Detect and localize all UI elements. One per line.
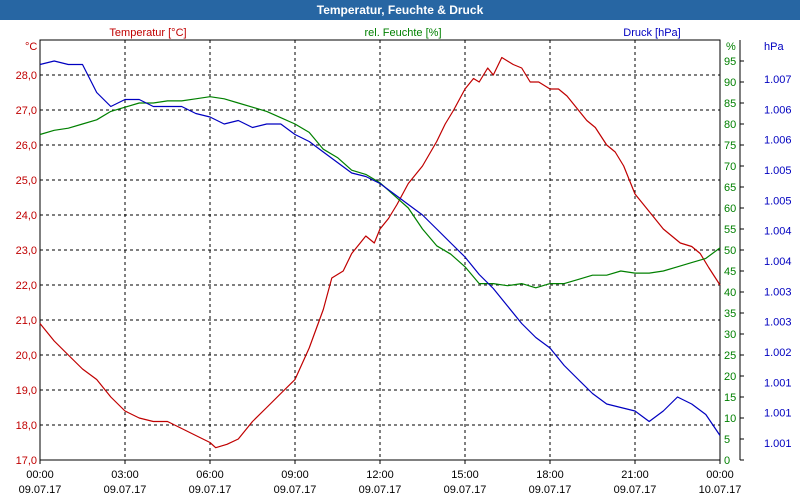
x-tick-time: 12:00 xyxy=(366,469,394,481)
pressure-tick-label: 1.001 xyxy=(764,377,792,389)
pressure-tick-label: 1.005 xyxy=(764,195,792,207)
humidity-tick-label: 35 xyxy=(724,308,736,320)
humidity-tick-label: 60 xyxy=(724,203,736,215)
humidity-tick-label: 40 xyxy=(724,287,736,299)
humidity-tick-label: 65 xyxy=(724,182,736,194)
pressure-tick-label: 1.005 xyxy=(764,165,792,177)
humidity-tick-label: 85 xyxy=(724,98,736,110)
legend-pressure: Druck [hPa] xyxy=(623,27,680,39)
series-line-temp xyxy=(39,56,721,449)
pressure-tick-label: 1.001 xyxy=(764,408,792,420)
x-tick-date: 09.07.17 xyxy=(19,484,62,496)
pressure-tick-label: 1.006 xyxy=(764,135,792,147)
x-tick-time: 03:00 xyxy=(111,469,139,481)
humidity-tick-label: 10 xyxy=(724,413,736,425)
temp-tick-label: 18,0 xyxy=(16,420,37,432)
chart-title: Temperatur, Feuchte & Druck xyxy=(0,0,800,20)
x-tick-date: 09.07.17 xyxy=(359,484,402,496)
temp-tick-label: 25,0 xyxy=(16,175,37,187)
temp-tick-label: 26,0 xyxy=(16,140,37,152)
pressure-tick-label: 1.006 xyxy=(764,104,792,116)
temp-tick-label: 22,0 xyxy=(16,280,37,292)
humidity-tick-label: 55 xyxy=(724,224,736,236)
temp-tick-label: 28,0 xyxy=(16,70,37,82)
temp-tick-label: 20,0 xyxy=(16,350,37,362)
pressure-tick-label: 1.004 xyxy=(764,226,792,238)
legend-temperature: Temperatur [°C] xyxy=(109,27,186,39)
x-tick-time: 21:00 xyxy=(621,469,649,481)
x-tick-date: 09.07.17 xyxy=(104,484,147,496)
x-tick-time: 00:00 xyxy=(706,469,734,481)
humidity-tick-label: 70 xyxy=(724,161,736,173)
humidity-tick-label: 95 xyxy=(724,56,736,68)
humidity-tick-label: 50 xyxy=(724,245,736,257)
humidity-tick-label: 90 xyxy=(724,77,736,89)
humidity-tick-label: 80 xyxy=(724,119,736,131)
series-line-hum xyxy=(39,96,721,289)
series-line-press xyxy=(39,60,721,436)
x-tick-date: 09.07.17 xyxy=(274,484,317,496)
temp-tick-label: 27,0 xyxy=(16,105,37,117)
humidity-axis-unit: % xyxy=(726,41,736,53)
temp-tick-label: 19,0 xyxy=(16,385,37,397)
humidity-tick-label: 0 xyxy=(724,455,730,467)
humidity-tick-label: 5 xyxy=(724,434,730,446)
x-tick-date: 09.07.17 xyxy=(189,484,232,496)
pressure-tick-label: 1.002 xyxy=(764,347,792,359)
pressure-tick-label: 1.007 xyxy=(764,74,792,86)
humidity-tick-label: 75 xyxy=(724,140,736,152)
x-tick-date: 10.07.17 xyxy=(699,484,742,496)
pressure-tick-label: 1.003 xyxy=(764,317,792,329)
humidity-tick-label: 20 xyxy=(724,371,736,383)
axes: 00:00 09.07.17 03:00 09.07.17 06:00 09.07.17 0… xyxy=(16,27,792,496)
temp-tick-label: 17,0 xyxy=(16,455,37,467)
pressure-axis-unit: hPa xyxy=(764,41,784,53)
humidity-tick-label: 25 xyxy=(724,350,736,362)
pressure-tick-label: 1.001 xyxy=(764,438,792,450)
x-tick-date: 09.07.17 xyxy=(614,484,657,496)
temp-tick-label: 21,0 xyxy=(16,315,37,327)
legend-humidity: rel. Feuchte [%] xyxy=(364,27,441,39)
x-tick-date: 09.07.17 xyxy=(444,484,487,496)
pressure-tick-label: 1.004 xyxy=(764,256,792,268)
x-tick-date: 09.07.17 xyxy=(529,484,572,496)
series-lines xyxy=(39,56,721,449)
x-tick-time: 18:00 xyxy=(536,469,564,481)
gridlines xyxy=(40,40,720,461)
x-tick-time: 09:00 xyxy=(281,469,309,481)
pressure-tick-label: 1.003 xyxy=(764,286,792,298)
temp-axis-unit: °C xyxy=(25,41,37,53)
temp-tick-label: 24,0 xyxy=(16,210,37,222)
humidity-tick-label: 30 xyxy=(724,329,736,341)
x-tick-time: 15:00 xyxy=(451,469,479,481)
x-tick-time: 00:00 xyxy=(26,469,54,481)
humidity-tick-label: 45 xyxy=(724,266,736,278)
humidity-tick-label: 15 xyxy=(724,392,736,404)
x-tick-time: 06:00 xyxy=(196,469,224,481)
chart: 00:00 09.07.17 03:00 09.07.17 06:00 09.07.17 0… xyxy=(16,27,792,496)
temp-tick-label: 23,0 xyxy=(16,245,37,257)
